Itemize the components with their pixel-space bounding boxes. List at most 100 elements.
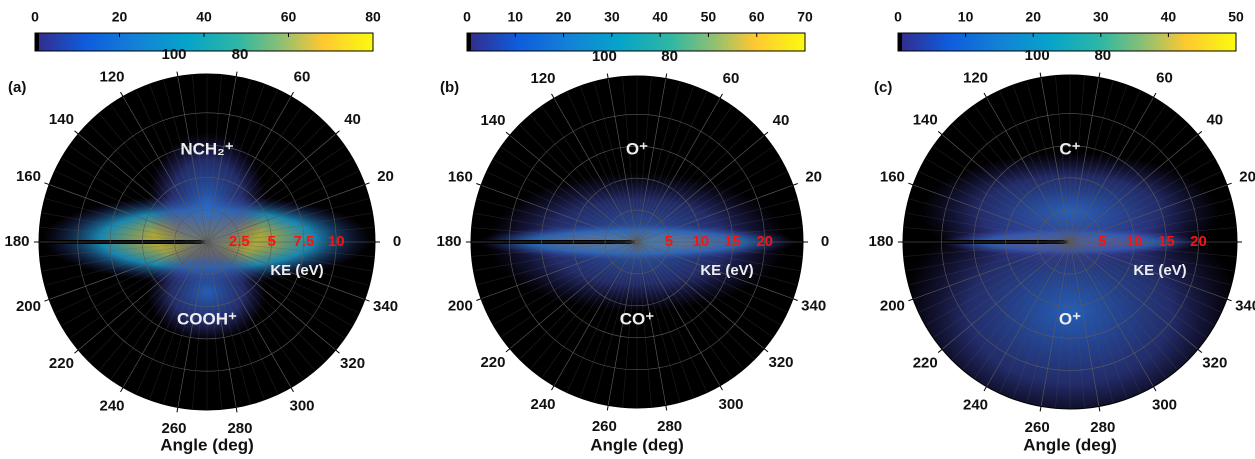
fine-grid <box>41 212 208 243</box>
theta-tick <box>364 298 370 302</box>
fine-grid <box>962 113 1071 243</box>
theta-grid-line <box>1069 97 1154 243</box>
fine-grid <box>530 241 638 370</box>
theta-grid-line <box>480 184 638 243</box>
theta-tick-label: 260 <box>1025 419 1050 436</box>
theta-tick-label: 180 <box>436 233 461 250</box>
r-tick-label: 10 <box>328 233 345 250</box>
fine-grid <box>39 227 208 243</box>
fine-grid <box>471 241 638 257</box>
r-tick-label: 7.5 <box>293 233 314 250</box>
fine-grid <box>636 158 781 243</box>
theta-grid-line <box>986 97 1071 243</box>
theta-tick-label: 60 <box>1156 69 1173 86</box>
fine-grid <box>206 84 265 243</box>
theta-tick <box>1098 72 1101 78</box>
theta-tick <box>1197 348 1203 353</box>
theta-tick <box>44 182 50 186</box>
theta-grid-line <box>206 96 292 243</box>
fine-grid <box>925 158 1071 243</box>
theta-tick <box>983 386 987 392</box>
fine-grid <box>933 241 1071 339</box>
fine-grid <box>1012 84 1071 243</box>
r-axis-label: KE (eV) <box>1133 262 1186 279</box>
theta-tick <box>792 183 798 186</box>
theta-tick-label: 100 <box>1025 47 1050 64</box>
fine-grid <box>962 241 1071 371</box>
fine-grid <box>951 241 1071 361</box>
theta-tick <box>290 91 294 97</box>
theta-grid-line <box>509 135 638 243</box>
colorbar <box>897 32 1237 52</box>
theta-tick-label: 200 <box>448 297 473 314</box>
fine-grid <box>1069 84 1128 243</box>
ion-label: CO⁺ <box>620 309 655 328</box>
fine-grid <box>933 145 1071 243</box>
theta-grid-line <box>122 241 208 388</box>
theta-grid-line <box>912 241 1071 300</box>
colorbar-tick-label: 60 <box>749 9 765 25</box>
theta-grid-line <box>177 241 208 408</box>
theta-tick-label: 320 <box>340 355 365 372</box>
fine-grid <box>925 241 1071 326</box>
fine-grid <box>636 124 755 243</box>
theta-grid-line <box>206 241 292 388</box>
theta-tick <box>551 93 555 99</box>
colorbar-tick-label: 40 <box>652 9 668 25</box>
theta-tick-label: 60 <box>294 68 311 85</box>
fine-grid <box>566 91 638 243</box>
theta-grid-line <box>206 76 237 243</box>
theta-tick-label: 320 <box>1202 354 1227 371</box>
fine-grid <box>206 241 222 410</box>
fine-grid <box>135 241 208 395</box>
fine-grid <box>1026 241 1071 404</box>
theta-tick <box>120 387 124 393</box>
theta-tick-label: 160 <box>16 168 41 185</box>
ion-label: COOH⁺ <box>177 309 237 328</box>
fine-grid <box>192 74 208 243</box>
fine-grid <box>541 241 638 379</box>
fine-grid <box>636 227 803 243</box>
polar-outline <box>38 73 376 411</box>
fine-grid <box>593 241 638 403</box>
r-axis-label: KE (eV) <box>700 262 753 279</box>
theta-grid-line <box>636 241 667 406</box>
theta-grid-line <box>49 241 208 300</box>
theta-tick <box>290 387 294 393</box>
fine-grid <box>1069 241 1237 257</box>
fine-grid <box>636 241 798 286</box>
fine-grid <box>905 241 1071 272</box>
fine-grid <box>206 241 353 327</box>
theta-grid-line <box>636 241 794 300</box>
theta-axis-label: Angle (deg) <box>590 435 684 454</box>
colorbar-min <box>35 33 39 51</box>
fine-grid <box>206 241 360 314</box>
theta-grid-line <box>941 134 1071 243</box>
fine-grid <box>903 241 1071 257</box>
theta-tick <box>44 298 50 302</box>
fine-grid <box>41 241 208 272</box>
fine-grid <box>206 241 375 257</box>
r-tick-label: 20 <box>756 233 773 250</box>
fine-grid <box>206 241 373 272</box>
fine-grid <box>566 241 638 393</box>
theta-tick <box>505 348 511 353</box>
theta-tick-label: 340 <box>1235 298 1255 315</box>
theta-grid-line <box>1069 241 1100 407</box>
theta-tick <box>763 131 769 136</box>
theta-tick-label: 160 <box>880 168 905 185</box>
theta-grid-line <box>607 78 638 243</box>
theta-tick <box>908 298 914 302</box>
theta-grid-line <box>206 184 365 243</box>
theta-tick-label: 280 <box>1090 419 1115 436</box>
fine-grid <box>636 171 788 243</box>
fine-grid <box>908 198 1071 243</box>
theta-tick <box>1039 406 1042 412</box>
theta-tick-label: 80 <box>1094 47 1111 64</box>
theta-tick <box>335 130 340 135</box>
polar-outline <box>902 74 1238 410</box>
theta-tick-label: 240 <box>530 396 555 413</box>
fine-grid <box>206 241 370 286</box>
theta-tick-label: 260 <box>592 418 617 435</box>
fine-grid <box>1069 241 1232 286</box>
